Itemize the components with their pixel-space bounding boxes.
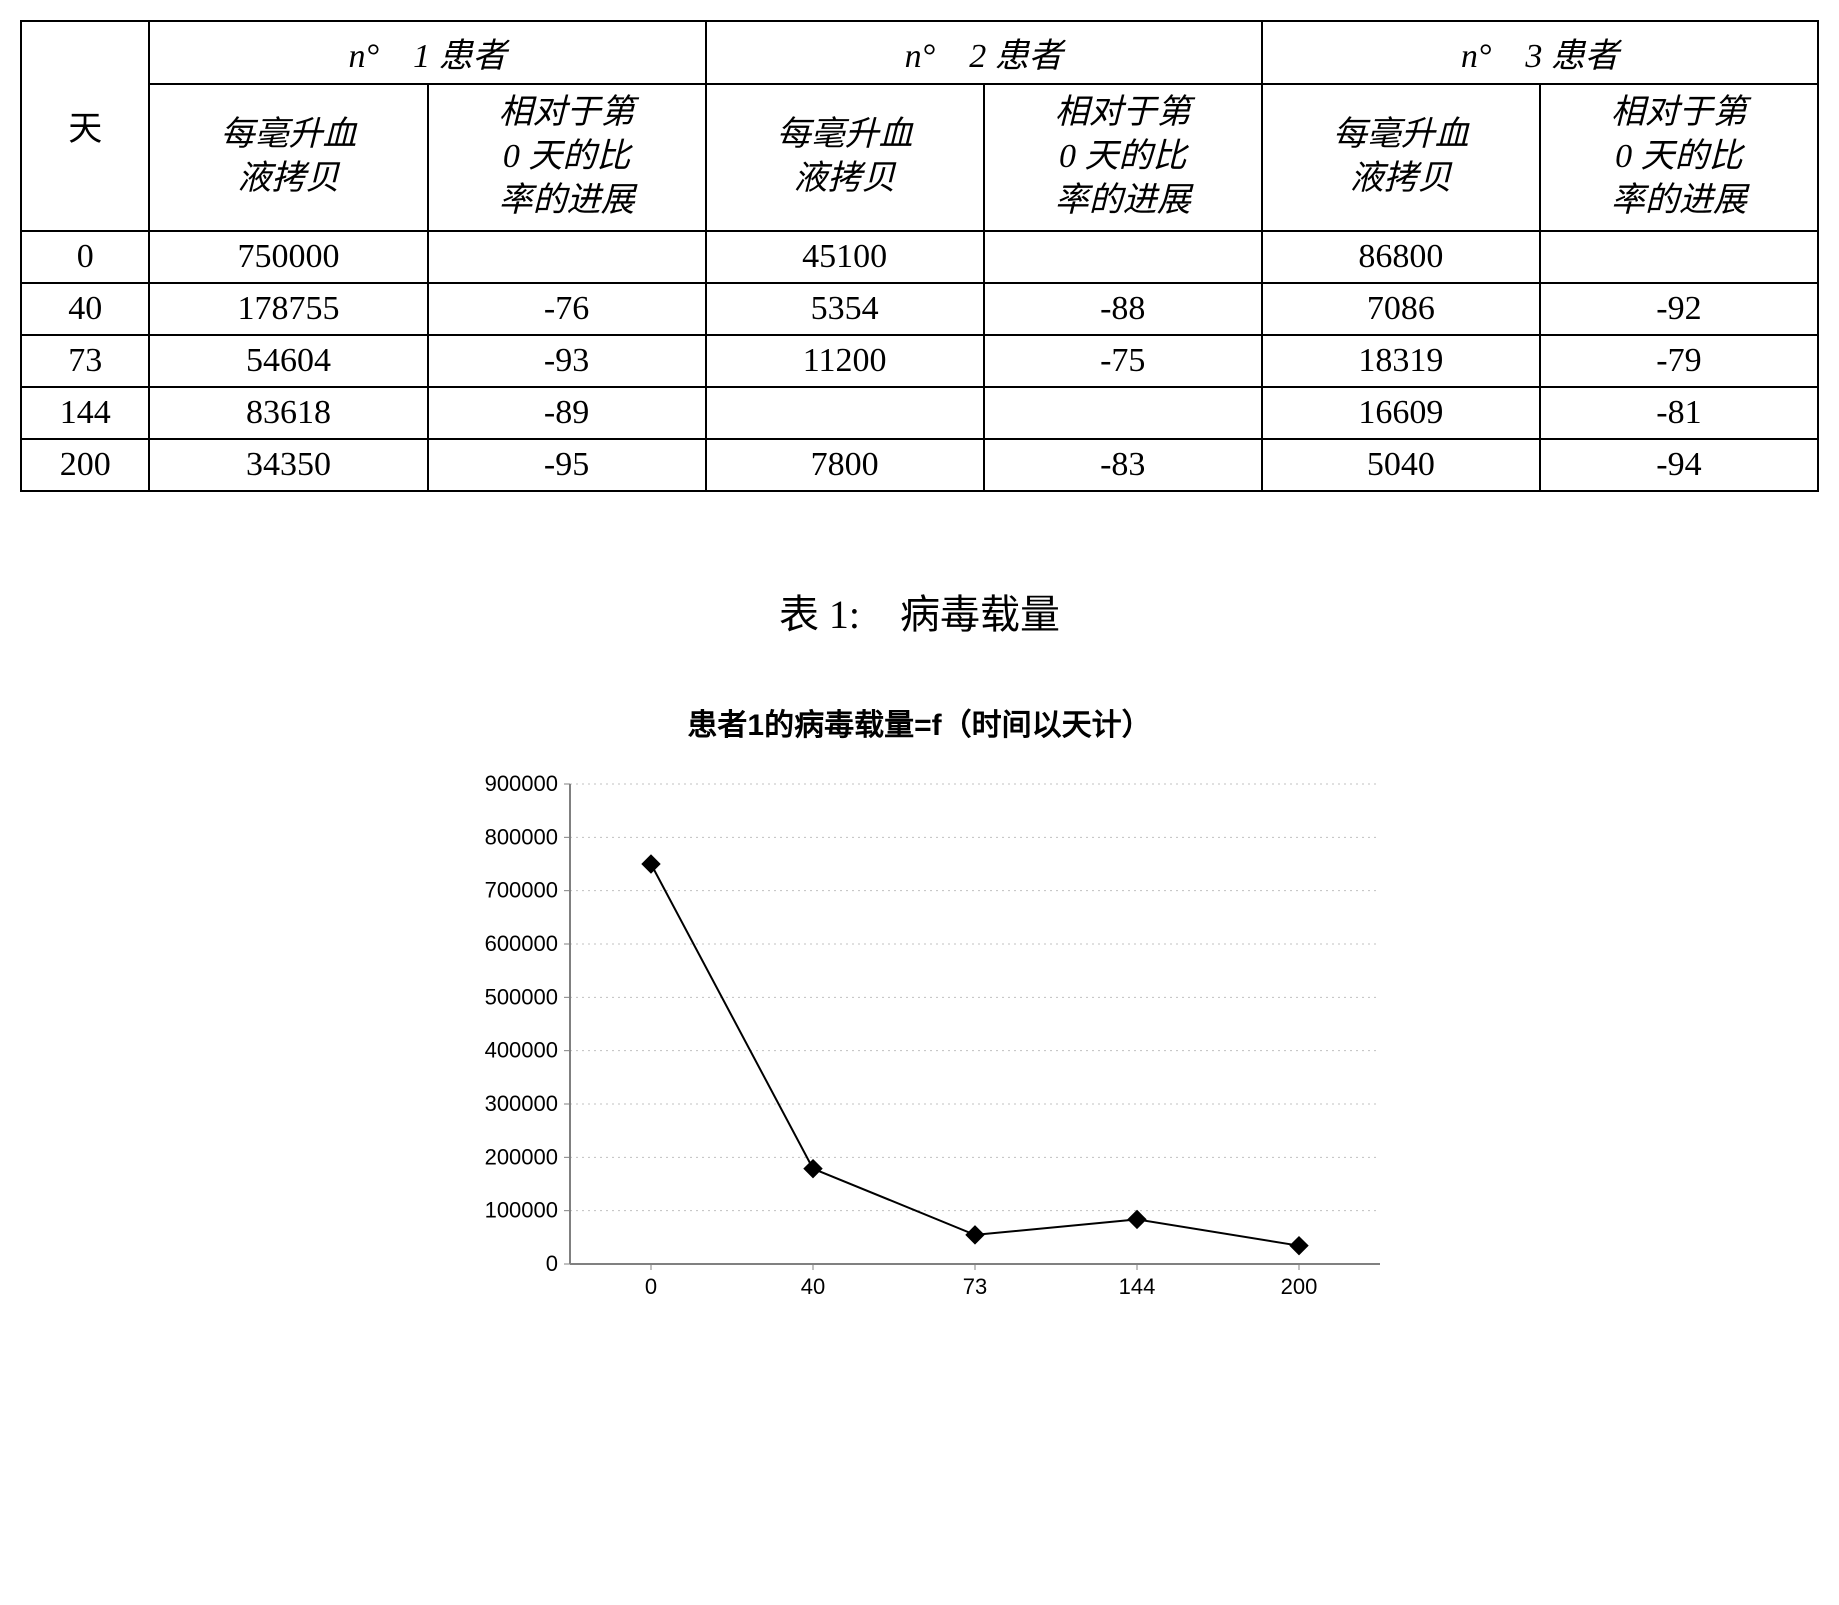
cell-p2c: 11200 — [706, 335, 984, 387]
cell-p1c: 34350 — [149, 439, 427, 491]
svg-text:800000: 800000 — [484, 824, 557, 849]
p1-ratio-header: 相对于第0 天的比率的进展 — [428, 84, 706, 231]
table-row: 0 750000 45100 86800 — [21, 231, 1818, 283]
svg-text:100000: 100000 — [484, 1197, 557, 1222]
patient-1-header: n° 1 患者 — [149, 21, 705, 84]
patient-3-header: n° 3 患者 — [1262, 21, 1818, 84]
viral-load-table: 天 n° 1 患者 n° 2 患者 n° 3 患者 每毫升血液拷贝 相对于第0 … — [20, 20, 1819, 492]
table-row: 200 34350 -95 7800 -83 5040 -94 — [21, 439, 1818, 491]
cell-p2r: -83 — [984, 439, 1262, 491]
cell-p2r — [984, 387, 1262, 439]
cell-day: 144 — [21, 387, 149, 439]
svg-text:300000: 300000 — [484, 1091, 557, 1116]
cell-p1c: 83618 — [149, 387, 427, 439]
svg-text:900000: 900000 — [484, 771, 557, 796]
cell-p1r: -95 — [428, 439, 706, 491]
cell-p3r — [1540, 231, 1818, 283]
p2-ratio-header: 相对于第0 天的比率的进展 — [984, 84, 1262, 231]
cell-p3r: -81 — [1540, 387, 1818, 439]
svg-text:600000: 600000 — [484, 931, 557, 956]
svg-text:400000: 400000 — [484, 1037, 557, 1062]
cell-p2c — [706, 387, 984, 439]
cell-p1r: -76 — [428, 283, 706, 335]
svg-text:500000: 500000 — [484, 984, 557, 1009]
cell-p3r: -79 — [1540, 335, 1818, 387]
cell-day: 73 — [21, 335, 149, 387]
p3-ratio-header: 相对于第0 天的比率的进展 — [1540, 84, 1818, 231]
cell-p1r: -89 — [428, 387, 706, 439]
p3-copies-header: 每毫升血液拷贝 — [1262, 84, 1540, 231]
cell-p2r: -75 — [984, 335, 1262, 387]
cell-day: 0 — [21, 231, 149, 283]
cell-day: 200 — [21, 439, 149, 491]
p2-copies-header: 每毫升血液拷贝 — [706, 84, 984, 231]
cell-p3c: 5040 — [1262, 439, 1540, 491]
table-row: 40 178755 -76 5354 -88 7086 -92 — [21, 283, 1818, 335]
cell-p1r — [428, 231, 706, 283]
cell-day: 40 — [21, 283, 149, 335]
cell-p3r: -92 — [1540, 283, 1818, 335]
cell-p1r: -93 — [428, 335, 706, 387]
cell-p2c: 45100 — [706, 231, 984, 283]
cell-p3c: 16609 — [1262, 387, 1540, 439]
svg-text:200000: 200000 — [484, 1144, 557, 1169]
cell-p3r: -94 — [1540, 439, 1818, 491]
cell-p3c: 86800 — [1262, 231, 1540, 283]
patient-2-header: n° 2 患者 — [706, 21, 1262, 84]
table-caption: 表 1: 病毒载量 — [20, 582, 1819, 640]
cell-p2r: -88 — [984, 283, 1262, 335]
cell-p1c: 178755 — [149, 283, 427, 335]
svg-text:73: 73 — [962, 1274, 986, 1299]
p1-copies-header: 每毫升血液拷贝 — [149, 84, 427, 231]
svg-text:700000: 700000 — [484, 877, 557, 902]
svg-text:144: 144 — [1118, 1274, 1155, 1299]
svg-text:0: 0 — [545, 1251, 557, 1276]
table-row: 73 54604 -93 11200 -75 18319 -79 — [21, 335, 1818, 387]
chart-title: 患者1的病毒载量=f（时间以天计） — [370, 700, 1470, 744]
col-day-header: 天 — [21, 21, 149, 231]
table-body: 0 750000 45100 86800 40 178755 -76 5354 … — [21, 231, 1818, 491]
cell-p2c: 5354 — [706, 283, 984, 335]
cell-p1c: 750000 — [149, 231, 427, 283]
cell-p2r — [984, 231, 1262, 283]
cell-p3c: 18319 — [1262, 335, 1540, 387]
table-row: 144 83618 -89 16609 -81 — [21, 387, 1818, 439]
svg-text:40: 40 — [800, 1274, 824, 1299]
cell-p3c: 7086 — [1262, 283, 1540, 335]
svg-text:0: 0 — [644, 1274, 656, 1299]
svg-text:200: 200 — [1280, 1274, 1317, 1299]
viral-load-chart: 0 100000 200000 300000 400000 500000 600000 700… — [420, 764, 1420, 1324]
cell-p2c: 7800 — [706, 439, 984, 491]
cell-p1c: 54604 — [149, 335, 427, 387]
